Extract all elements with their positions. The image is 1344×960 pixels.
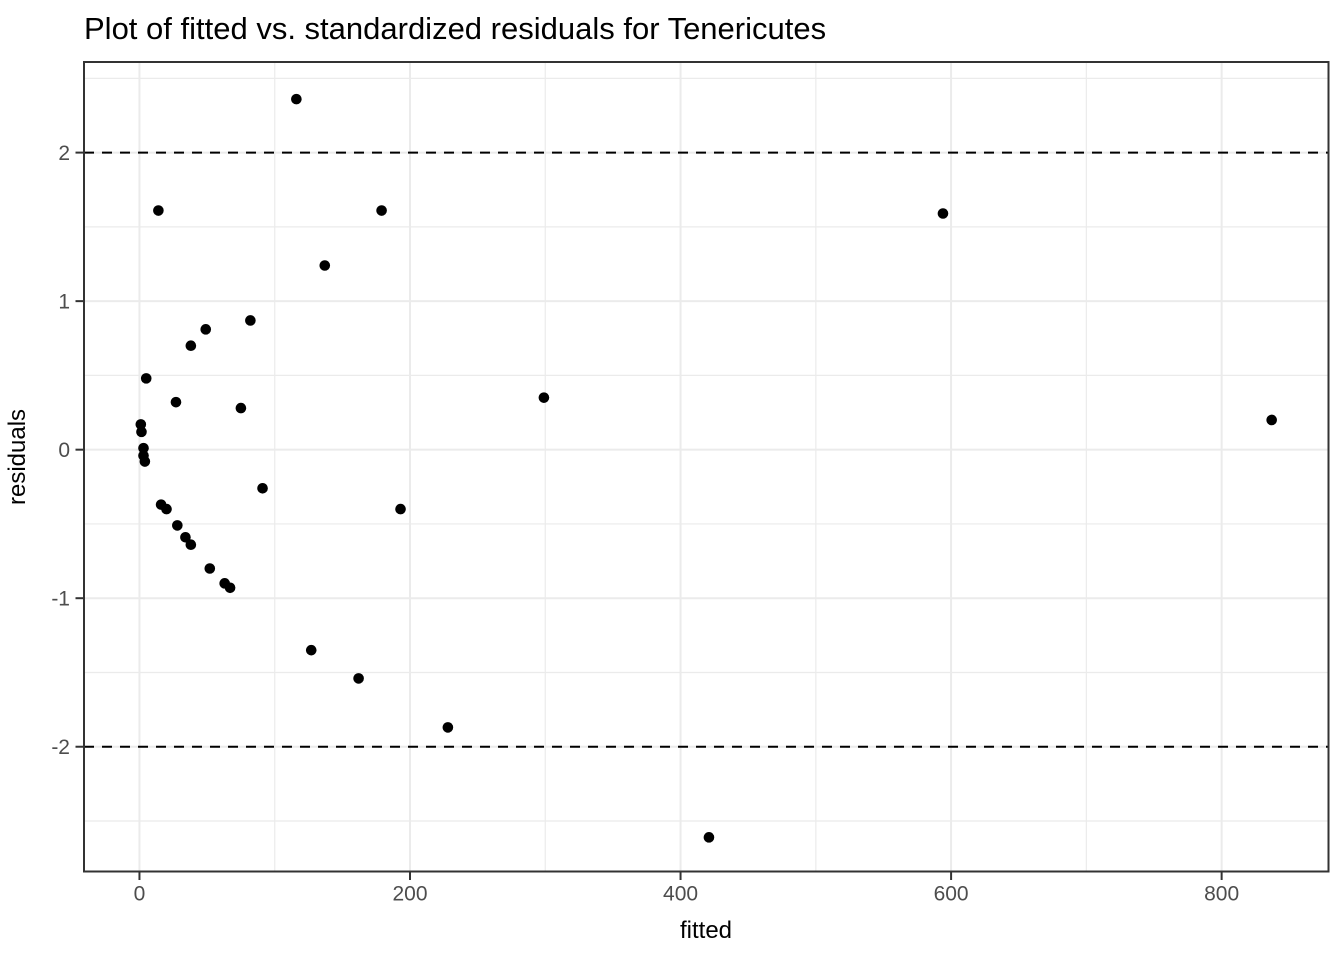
x-tick-label: 400 [663,883,698,906]
data-point [305,644,317,656]
data-point [245,315,256,326]
data-point [185,539,197,551]
data-point [442,722,454,733]
data-point [172,520,183,531]
chart-title: Plot of fitted vs. standardized residual… [84,11,826,46]
data-point [180,532,191,543]
data-point [235,402,247,414]
data-point [153,205,164,216]
data-point [1266,414,1277,426]
data-point [161,503,172,515]
data-point [538,392,550,403]
data-point [185,340,197,351]
plot-panel: 0 200 400 600 800 -2 -1 0 1 2 [51,61,1330,906]
y-tick-label: -1 [51,588,70,611]
data-point [204,563,216,574]
data-point [319,260,331,271]
data-point [937,208,949,219]
panel-background [84,62,1329,872]
x-axis-title: fitted [680,917,732,944]
data-point [139,456,151,467]
data-point [376,205,387,216]
data-point [257,482,268,494]
data-point [703,832,715,843]
y-tick-label: 0 [58,439,70,462]
data-point [138,442,149,454]
data-point [224,582,236,594]
y-tick-label: -2 [51,736,70,759]
data-point [200,324,212,335]
data-point [140,373,152,384]
y-tick-label: 1 [58,291,70,314]
data-point [353,673,364,684]
data-point [395,503,406,515]
data-point [170,396,182,408]
x-tick-label: 0 [134,883,146,906]
panel-border [83,61,1330,873]
data-point [136,426,147,438]
x-tick-label: 200 [392,883,427,906]
data-point [291,93,302,105]
x-tick-label: 800 [1204,883,1239,906]
y-axis-title: residuals [4,409,31,505]
y-tick-label: 2 [58,142,70,165]
x-tick-label: 600 [934,883,969,906]
